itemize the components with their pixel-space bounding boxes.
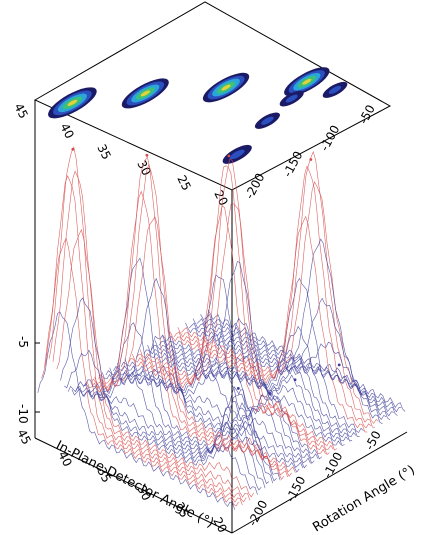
trace-line bbox=[41, 237, 239, 507]
trace-line bbox=[135, 158, 334, 450]
top-x-tick: 35 bbox=[94, 142, 113, 162]
x-tick: 45 bbox=[14, 427, 33, 447]
waterfall-traces bbox=[37, 146, 406, 510]
trace-line bbox=[94, 163, 292, 477]
trace-line bbox=[158, 340, 357, 438]
top-x-tick: 45 bbox=[11, 101, 30, 121]
peak-point bbox=[337, 363, 341, 367]
trace-line bbox=[82, 257, 281, 481]
peak-point bbox=[227, 154, 231, 158]
trace-line bbox=[120, 332, 319, 459]
x-tick: 30 bbox=[134, 483, 153, 503]
trace-line bbox=[52, 170, 251, 501]
heatmap-spot bbox=[229, 149, 245, 160]
y-tick: -150 bbox=[283, 474, 308, 505]
trace-line bbox=[192, 318, 391, 420]
peak-point bbox=[309, 158, 313, 161]
peak-markers bbox=[71, 147, 341, 395]
trace-line bbox=[64, 349, 262, 491]
top-x-tick: 40 bbox=[57, 121, 76, 141]
trace-line bbox=[188, 297, 387, 421]
trace-line bbox=[162, 325, 360, 437]
trace-line bbox=[56, 229, 255, 498]
x-axis-label: In-Plane Detector Angle (°) bbox=[53, 438, 216, 531]
z-tick: -5 bbox=[16, 336, 30, 348]
trace-line bbox=[79, 322, 277, 482]
peak-point bbox=[236, 387, 240, 390]
top-y-tick: -50 bbox=[356, 103, 378, 127]
top-x-tick: 20 bbox=[211, 188, 230, 208]
x-tick: 40 bbox=[55, 449, 74, 469]
top-y-tick: -150 bbox=[280, 149, 305, 180]
trace-line bbox=[86, 190, 285, 480]
peak-point bbox=[145, 153, 149, 157]
heatmap-spot bbox=[261, 116, 274, 125]
trace-line bbox=[143, 261, 342, 446]
x-tick: 35 bbox=[94, 465, 113, 485]
heatmap-spot bbox=[328, 85, 342, 94]
trace-line bbox=[109, 365, 307, 469]
top-x-tick: 25 bbox=[174, 173, 193, 193]
trace-line bbox=[71, 386, 270, 484]
trace-line bbox=[139, 203, 338, 451]
trace-line bbox=[45, 174, 243, 506]
peak-point bbox=[71, 147, 75, 151]
peak-point bbox=[268, 392, 272, 395]
trace-line bbox=[204, 313, 402, 413]
z-axis-ticks: -5 -10 bbox=[16, 336, 40, 424]
top-plane-outline bbox=[33, 1, 392, 191]
trace-line bbox=[37, 311, 236, 510]
trace-line bbox=[90, 156, 289, 478]
top-projection: 45 40 35 30 25 20 -200 -150 -100 -50 bbox=[11, 1, 392, 208]
heatmap-spot bbox=[221, 84, 231, 91]
trace-line bbox=[98, 216, 296, 473]
top-y-ticks: -200 -150 -100 -50 bbox=[242, 103, 378, 202]
heatmap-spot bbox=[285, 94, 298, 103]
heatmap-spot bbox=[67, 99, 78, 106]
z-tick: -10 bbox=[16, 404, 30, 424]
trace-line bbox=[147, 317, 345, 447]
x-tick: 25 bbox=[172, 500, 191, 520]
trace-line bbox=[75, 371, 273, 484]
heatmap-spot bbox=[140, 90, 151, 97]
trace-line bbox=[181, 181, 379, 424]
trace-line bbox=[207, 309, 406, 412]
trace-line bbox=[166, 277, 364, 433]
trace-line bbox=[170, 215, 368, 433]
axis-frame bbox=[34, 100, 408, 534]
trace-line bbox=[132, 165, 330, 455]
trace-line bbox=[151, 345, 349, 442]
trace-line bbox=[177, 150, 375, 429]
y-tick: -100 bbox=[320, 450, 345, 481]
top-x-ticks: 45 40 35 30 25 20 bbox=[11, 101, 230, 208]
trace-line bbox=[196, 318, 394, 417]
heatmap-spot bbox=[302, 78, 312, 85]
trace-line bbox=[128, 205, 326, 455]
peak-point bbox=[293, 378, 297, 382]
top-y-tick: -200 bbox=[242, 171, 267, 202]
trace-line bbox=[200, 314, 398, 416]
top-x-tick: 30 bbox=[134, 158, 153, 178]
x-tick: 20 bbox=[210, 515, 229, 535]
x-axis-ticks: 45 40 35 30 25 20 bbox=[14, 427, 229, 535]
trace-line bbox=[48, 146, 247, 503]
top-y-tick: -100 bbox=[317, 123, 342, 154]
